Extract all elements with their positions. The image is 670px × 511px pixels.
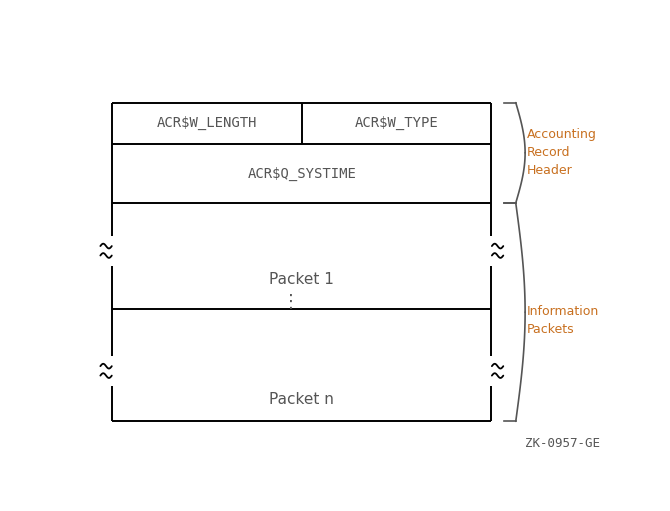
- Text: ACR$W_LENGTH: ACR$W_LENGTH: [157, 116, 257, 130]
- Text: Packet 1: Packet 1: [269, 272, 334, 287]
- Text: ⋮: ⋮: [283, 293, 300, 312]
- Text: Packet n: Packet n: [269, 392, 334, 407]
- Text: ACR$Q_SYSTIME: ACR$Q_SYSTIME: [247, 167, 356, 180]
- Text: ACR$W_TYPE: ACR$W_TYPE: [354, 116, 438, 130]
- Text: ZK-0957-GE: ZK-0957-GE: [525, 437, 600, 450]
- Text: Information
Packets: Information Packets: [527, 305, 600, 336]
- Text: Accounting
Record
Header: Accounting Record Header: [527, 128, 597, 177]
